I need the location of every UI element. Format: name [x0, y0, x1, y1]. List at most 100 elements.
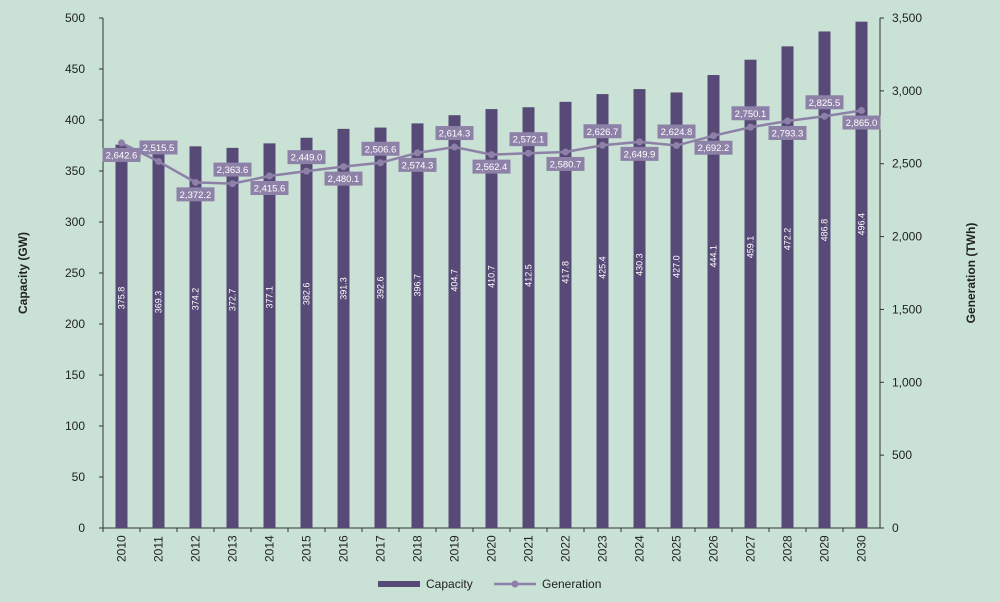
- capacity-bar: [374, 127, 387, 528]
- generation-point: [673, 142, 680, 150]
- left-axis-title: Capacity (GW): [16, 232, 30, 314]
- capacity-value-label: 396.7: [413, 274, 423, 297]
- generation-label-box: [768, 125, 807, 140]
- x-tick-label: 2024: [633, 535, 647, 562]
- generation-label-box: [509, 132, 548, 147]
- x-tick-label: 2026: [707, 535, 721, 562]
- x-tick-label: 2027: [744, 535, 758, 562]
- capacity-value-label: 391.3: [339, 277, 349, 300]
- capacity-value-label: 369.3: [154, 291, 164, 314]
- generation-value-label: 2,574.3: [402, 160, 434, 171]
- capacity-bar: [115, 144, 128, 528]
- generation-label-box: [694, 140, 733, 155]
- x-tick-label: 2030: [855, 535, 869, 562]
- generation-label-box: [139, 140, 178, 155]
- capacity-value-label: 392.6: [376, 276, 386, 299]
- capacity-bar: [670, 92, 683, 529]
- capacity-bar: [189, 146, 202, 529]
- legend-capacity-swatch: [378, 581, 420, 587]
- generation-label-box: [398, 157, 437, 172]
- x-tick-label: 2017: [374, 535, 388, 562]
- generation-point: [636, 138, 643, 146]
- generation-point: [858, 107, 865, 115]
- legend-capacity-label: Capacity: [426, 577, 473, 591]
- right-tick-label: 1,000: [892, 375, 922, 389]
- capacity-bar: [633, 89, 646, 529]
- generation-value-label: 2,825.5: [809, 98, 841, 109]
- capacity-value-label: 377.1: [265, 286, 275, 309]
- generation-value-label: 2,626.7: [587, 127, 619, 138]
- right-tick-label: 2,500: [892, 157, 922, 171]
- capacity-bar: [522, 107, 535, 528]
- capacity-bar: [226, 147, 239, 528]
- left-tick-label: 350: [65, 164, 85, 178]
- right-tick-label: 2,000: [892, 230, 922, 244]
- x-tick-label: 2021: [522, 535, 536, 562]
- left-tick-label: 500: [65, 11, 85, 25]
- generation-label-box: [213, 162, 252, 177]
- right-tick-label: 3,000: [892, 84, 922, 98]
- generation-point: [118, 139, 125, 147]
- generation-value-label: 2,372.2: [180, 190, 212, 201]
- generation-value-label: 2,692.2: [698, 143, 730, 154]
- generation-value-label: 2,415.6: [254, 184, 286, 195]
- x-tick-label: 2022: [559, 535, 573, 562]
- x-tick-label: 2015: [300, 535, 314, 562]
- capacity-bar: [559, 101, 572, 529]
- generation-point: [451, 143, 458, 151]
- generation-point: [747, 123, 754, 131]
- capacity-bar: [263, 143, 276, 528]
- generation-label-box: [620, 146, 659, 161]
- legend-generation-marker: [511, 580, 519, 588]
- capacity-value-label: 444.1: [709, 245, 719, 268]
- right-tick-label: 3,500: [892, 11, 922, 25]
- capacity-value-label: 410.7: [487, 265, 497, 288]
- generation-label-box: [546, 156, 585, 171]
- capacity-value-label: 472.2: [783, 228, 793, 251]
- generation-point: [192, 178, 199, 186]
- generation-label-box: [472, 159, 511, 174]
- x-tick-label: 2020: [485, 535, 499, 562]
- generation-value-label: 2,750.1: [735, 109, 767, 120]
- left-tick-label: 300: [65, 215, 85, 229]
- capacity-value-label: 417.8: [561, 261, 571, 284]
- generation-value-label: 2,363.6: [217, 165, 249, 176]
- generation-point: [377, 159, 384, 167]
- capacity-bar: [337, 128, 350, 528]
- x-tick-label: 2010: [115, 535, 129, 562]
- x-tick-label: 2018: [411, 535, 425, 562]
- left-tick-label: 50: [72, 470, 86, 484]
- left-tick-label: 0: [78, 521, 85, 535]
- capacity-value-label: 375.8: [117, 287, 127, 310]
- capacity-bar: [596, 94, 609, 528]
- capacity-value-label: 425.4: [598, 256, 608, 279]
- generation-point: [414, 149, 421, 157]
- capacity-value-label: 496.4: [857, 213, 867, 236]
- x-tick-label: 2025: [670, 535, 684, 562]
- generation-point: [821, 112, 828, 120]
- x-tick-label: 2011: [152, 536, 166, 562]
- generation-label-box: [583, 124, 622, 139]
- capacity-bar: [411, 123, 424, 528]
- axes: 0 50 100 150 200 250 300 350 400 450 500 0 500 1,000 1…: [16, 11, 978, 562]
- capacity-bar: [707, 75, 720, 528]
- capacity-value-label: 430.3: [635, 253, 645, 276]
- generation-label-box: [731, 106, 770, 121]
- right-tick-label: 1,500: [892, 302, 922, 316]
- left-tick-label: 100: [65, 419, 85, 433]
- left-tick-label: 200: [65, 317, 85, 331]
- generation-point: [229, 180, 236, 188]
- right-axis-title: Generation (TWh): [964, 223, 978, 324]
- capacity-value-label: 374.2: [191, 288, 201, 311]
- generation-point: [562, 148, 569, 156]
- generation-label-box: [102, 147, 141, 162]
- generation-value-label: 2,449.0: [291, 153, 323, 164]
- generation-label-box: [324, 171, 363, 186]
- data-labels: 375.8 369.3 374.2 372.7 377.1 382.6 391.3 392.6…: [102, 95, 881, 314]
- generation-points: [118, 107, 865, 188]
- capacity-value-label: 412.5: [524, 264, 534, 287]
- generation-value-label: 2,515.5: [143, 143, 175, 154]
- left-tick-label: 150: [65, 368, 85, 382]
- x-tick-label: 2029: [818, 535, 832, 562]
